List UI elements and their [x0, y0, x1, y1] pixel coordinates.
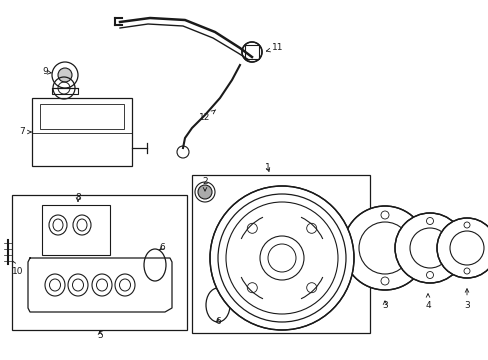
- Bar: [40, 104, 124, 129]
- Text: 6: 6: [159, 243, 164, 252]
- Text: 5: 5: [97, 330, 102, 339]
- Bar: [32, 98, 132, 166]
- Text: 12: 12: [199, 110, 215, 122]
- Bar: [244, 45, 259, 59]
- Text: 1: 1: [264, 163, 270, 172]
- Circle shape: [394, 213, 464, 283]
- Text: 2: 2: [202, 177, 207, 191]
- Bar: [52, 88, 78, 94]
- Text: 7: 7: [19, 127, 31, 136]
- Bar: [42, 205, 110, 255]
- Circle shape: [342, 206, 426, 290]
- Circle shape: [198, 185, 212, 199]
- Bar: [366, 253, 382, 273]
- Text: 6: 6: [215, 318, 221, 327]
- Circle shape: [436, 218, 488, 278]
- Text: 11: 11: [266, 44, 283, 53]
- Bar: [192, 175, 369, 333]
- Bar: [12, 195, 186, 330]
- Text: 10: 10: [12, 261, 24, 276]
- Text: 8: 8: [75, 193, 81, 202]
- Circle shape: [209, 186, 353, 330]
- Text: 3: 3: [381, 301, 387, 310]
- Text: 4: 4: [425, 294, 430, 310]
- Circle shape: [177, 146, 189, 158]
- Circle shape: [58, 68, 72, 82]
- Text: 3: 3: [463, 289, 469, 310]
- Text: 9: 9: [42, 68, 51, 77]
